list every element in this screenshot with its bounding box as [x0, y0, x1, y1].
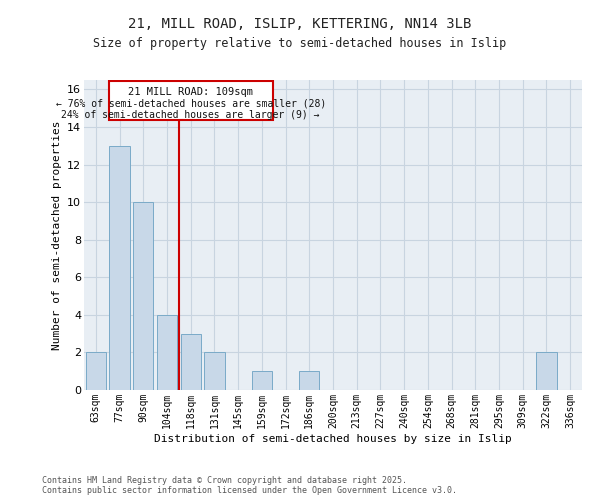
Text: 24% of semi-detached houses are larger (9) →: 24% of semi-detached houses are larger (…: [61, 110, 320, 120]
X-axis label: Distribution of semi-detached houses by size in Islip: Distribution of semi-detached houses by …: [154, 434, 512, 444]
Bar: [205, 352, 224, 390]
FancyBboxPatch shape: [109, 81, 272, 120]
Bar: [252, 371, 272, 390]
Bar: [157, 315, 177, 390]
Text: Size of property relative to semi-detached houses in Islip: Size of property relative to semi-detach…: [94, 38, 506, 51]
Bar: [299, 371, 319, 390]
Text: 21 MILL ROAD: 109sqm: 21 MILL ROAD: 109sqm: [128, 86, 253, 97]
Text: 21, MILL ROAD, ISLIP, KETTERING, NN14 3LB: 21, MILL ROAD, ISLIP, KETTERING, NN14 3L…: [128, 18, 472, 32]
Text: ← 76% of semi-detached houses are smaller (28): ← 76% of semi-detached houses are smalle…: [56, 99, 326, 109]
Bar: [181, 334, 201, 390]
Bar: [109, 146, 130, 390]
Bar: [133, 202, 154, 390]
Bar: [536, 352, 557, 390]
Y-axis label: Number of semi-detached properties: Number of semi-detached properties: [52, 120, 62, 350]
Text: Contains HM Land Registry data © Crown copyright and database right 2025.
Contai: Contains HM Land Registry data © Crown c…: [42, 476, 457, 495]
Bar: [86, 352, 106, 390]
